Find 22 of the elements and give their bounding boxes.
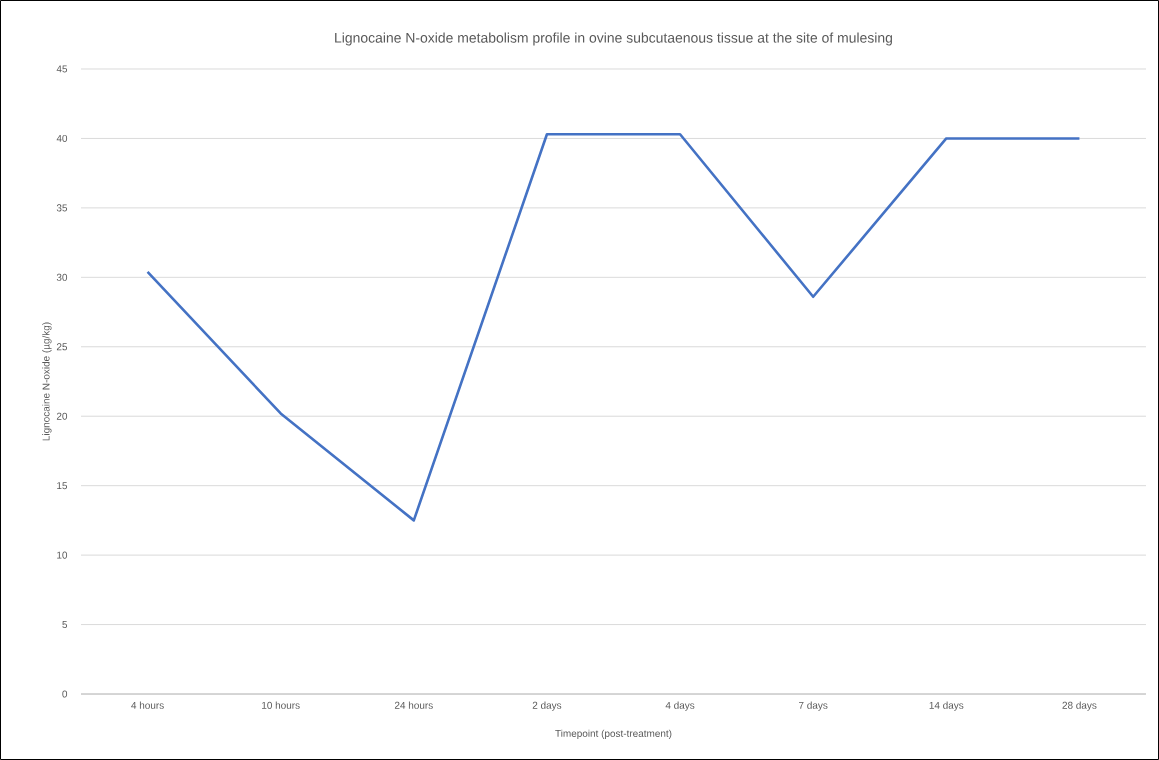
y-tick-label: 0: [62, 690, 68, 698]
y-tick-label: 35: [56, 204, 68, 212]
y-tick-label: 25: [56, 343, 68, 351]
y-tick-label: 40: [56, 134, 68, 142]
y-tick-label: 20: [56, 412, 68, 420]
x-tick-label: 10 hours: [262, 701, 300, 709]
y-tick-label: 5: [62, 621, 68, 629]
x-tick-label: 24 hours: [394, 701, 433, 709]
x-tick-label: 2 days: [532, 701, 562, 711]
y-tick-label: 10: [57, 551, 68, 559]
line-series: [146, 132, 1081, 522]
x-tick-label: 14 days: [929, 701, 964, 711]
x-tick-label: 4 hours: [131, 701, 164, 709]
x-tick-label: 28 days: [1062, 701, 1097, 711]
y-tick-label: 45: [56, 65, 68, 73]
y-tick-label: 30: [56, 273, 68, 281]
y-tick-label: 15: [57, 482, 68, 490]
chart-title: Lignocaine N-oxide metabolism profile in ovine subcutaenous tissue at the site of mulesing: [335, 32, 892, 46]
x-tick-label: 7 days: [799, 701, 828, 711]
x-tick-label: 4 days: [665, 701, 695, 711]
x-axis-title: Timepoint (post-treatment): [555, 729, 672, 739]
y-axis-title: Lignocaine N-oxide (µg/kg): [42, 322, 52, 441]
